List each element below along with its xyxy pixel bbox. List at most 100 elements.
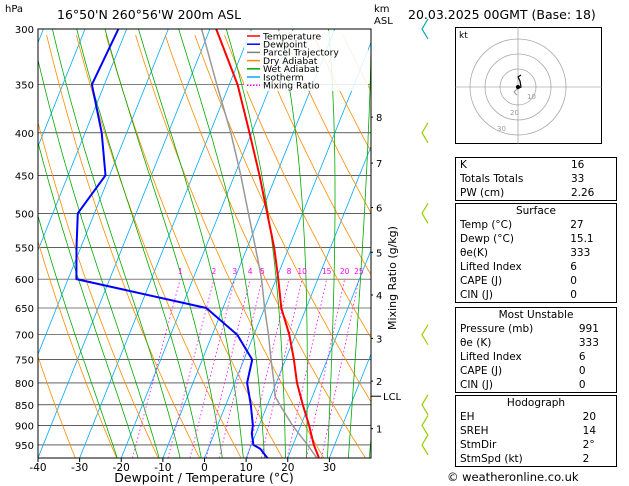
wet-adiabat-line (327, 29, 336, 458)
mu-label: CIN (J) (460, 379, 493, 391)
mu-label: Pressure (mb) (460, 323, 534, 335)
mixing-ratio-line (167, 279, 215, 458)
km-tick-label: 5 (376, 248, 382, 259)
mixing-ratio-line (260, 279, 303, 458)
mu-value: 333 (578, 337, 599, 349)
index-row: Totals Totals 33 (456, 172, 617, 186)
surface-value: 333 (570, 247, 591, 259)
hodo-row: SREH 14 (456, 424, 617, 438)
hodograph-ring-label: 20 (510, 109, 519, 117)
isotherm-line (38, 29, 211, 458)
dry-adiabat-line (253, 34, 371, 276)
index-label: PW (cm) (460, 187, 505, 199)
km-tick-label: 4 (376, 291, 382, 302)
legend-label: Mixing Ratio (263, 81, 320, 92)
hodograph-ring-label: 10 (527, 93, 536, 101)
wet-adiabat-line (76, 29, 202, 458)
wet-adiabat-line (104, 29, 223, 458)
temperature-tick-label: -10 (154, 462, 171, 474)
hodo-row: EH 20 (456, 410, 617, 424)
hodo-value: 2 (582, 453, 590, 465)
index-row: PW (cm) 2.26 (456, 186, 617, 201)
hodo-value: 2° (582, 439, 595, 451)
temperature-tick-label: -20 (113, 462, 130, 474)
hodo-label: EH (460, 411, 475, 423)
dry-adiabat-line (432, 35, 440, 458)
mixing-ratio-line (305, 279, 346, 458)
temperature-tick-label: 0 (201, 462, 208, 474)
lcl-label: LCL (383, 392, 402, 403)
asl-unit-label: ASL (374, 16, 393, 27)
pressure-tick-label: 700 (15, 331, 34, 342)
mixing-ratio-title: Mixing Ratio (g/kg) (386, 226, 399, 330)
mixing-ratio-label: 5 (260, 267, 265, 276)
surface-row: Lifted Index 6 (456, 260, 617, 274)
hodograph-table: Hodograph EH 20 SREH 14 StmDir 2° StmSpd (k… (455, 395, 617, 467)
basic-indices-table: K 16 Totals Totals 33 PW (cm) 2.26 (455, 157, 617, 201)
dry-adiabat-line (224, 34, 371, 339)
index-value: 33 (570, 173, 585, 185)
legend-label: Temperature (262, 31, 322, 42)
isotherm-line (287, 249, 371, 458)
mixing-ratio-label: 3 (232, 267, 237, 276)
index-label: K (460, 159, 467, 171)
mu-value: 0 (578, 365, 586, 377)
mixing-ratio-label: 2 (212, 267, 217, 276)
isotherm-line (120, 29, 294, 458)
mu-label: CAPE (J) (460, 365, 503, 377)
mu-row: θe (K) 333 (456, 336, 617, 350)
dry-adiabat-line (194, 34, 371, 403)
temperature-tick-label: 20 (281, 462, 294, 474)
surface-label: CAPE (J) (460, 275, 503, 287)
profile-parcel-trajectory (200, 29, 318, 458)
mixing-ratio-label: 8 (287, 267, 292, 276)
surface-table: Surface Temp (°C) 27 Dewp (°C) 15.1 θe(K) 3… (455, 203, 617, 303)
hodo-value: 20 (582, 411, 597, 423)
hodograph-plot: kt 10 20 30 (455, 27, 602, 144)
hodograph-title: Hodograph (506, 397, 566, 409)
mu-value: 6 (578, 351, 586, 363)
mu-row: Lifted Index 6 (456, 350, 617, 364)
km-tick-label: 7 (376, 159, 382, 170)
dry-adiabat-line (46, 34, 200, 458)
surface-label: Lifted Index (460, 261, 522, 273)
temperature-tick-label: 10 (239, 462, 252, 474)
dry-adiabat-line (283, 34, 371, 214)
hodograph-frame (455, 27, 602, 144)
temperature-tick-label: -30 (71, 462, 88, 474)
mixing-ratio-label: 20 (340, 267, 350, 276)
wind-barb (421, 394, 429, 416)
surface-label: θe(K) (460, 247, 488, 259)
temperature-tick-label: 30 (323, 462, 336, 474)
surface-title: Surface (515, 205, 556, 217)
hodograph-ring-label: 30 (497, 125, 506, 133)
wet-adiabat-line (38, 214, 118, 458)
mixing-ratio-label: 1 (178, 267, 183, 276)
mu-row: CIN (J) 0 (456, 378, 617, 393)
wind-barb (421, 122, 429, 144)
isotherm-line (79, 29, 252, 458)
legend-background (244, 31, 368, 91)
hodo-value: 14 (582, 425, 597, 437)
mixing-ratio-label: 25 (354, 267, 364, 276)
index-value: 16 (570, 159, 585, 171)
mixing-ratio-label: 15 (322, 267, 332, 276)
mixing-ratio-line (286, 279, 328, 458)
hodograph-storm-motion (516, 85, 520, 89)
hodo-label: StmDir (460, 439, 497, 451)
pressure-tick-label: 950 (15, 441, 34, 452)
dry-adiabat-line (402, 35, 440, 458)
mixing-ratio-label: 10 (297, 267, 307, 276)
mixing-ratio-line (321, 279, 360, 458)
surface-row: CIN (J) 0 (456, 288, 617, 303)
isotherm-line (204, 41, 371, 458)
legend-label: Wet Adiabat (263, 64, 319, 75)
pressure-tick-label: 650 (15, 304, 34, 315)
hodograph-trace-gray (513, 88, 518, 96)
pressure-tick-label: 600 (15, 275, 34, 286)
wind-barb (421, 18, 429, 40)
pressure-tick-label: 800 (15, 379, 34, 390)
pressure-tick-label: 750 (15, 356, 34, 367)
dry-adiabat-line (38, 121, 159, 458)
surface-row: θe(K) 333 (456, 246, 617, 260)
